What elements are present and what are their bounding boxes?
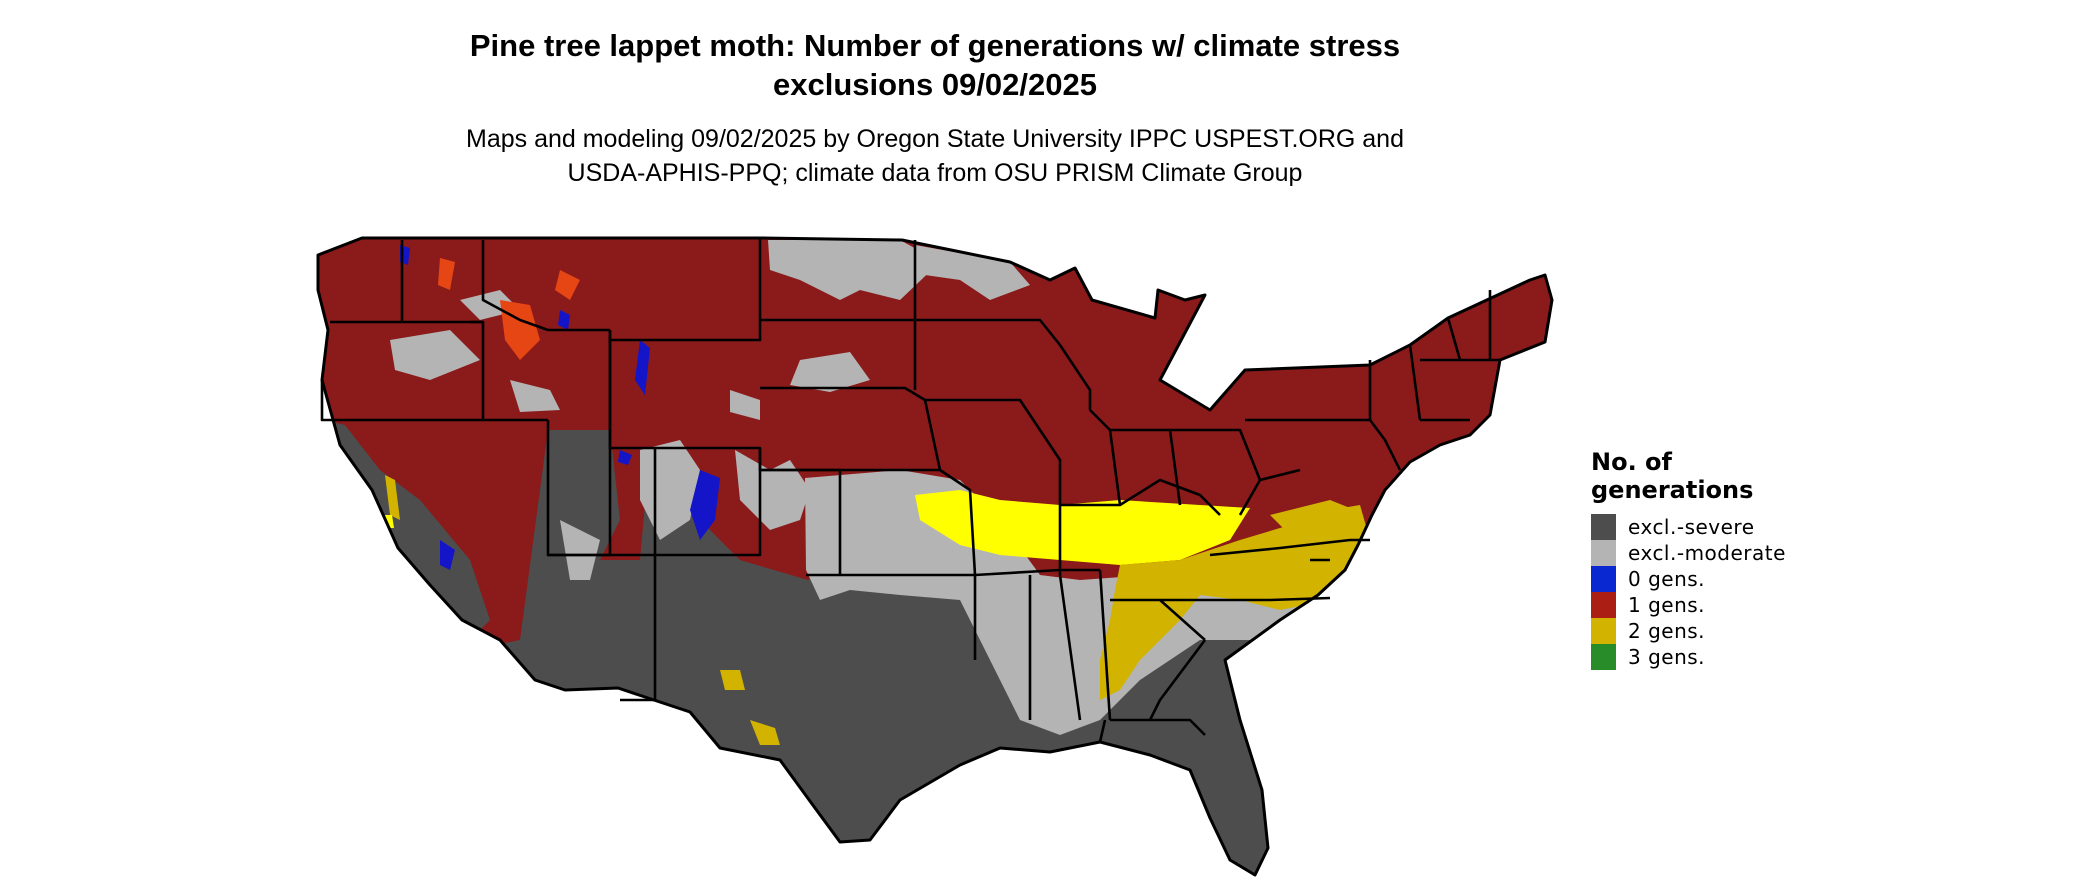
legend-item-0-gens: 0 gens.: [1591, 566, 1911, 592]
two-gen-gold-california: [385, 475, 490, 650]
severe-exclusion-california: [322, 420, 490, 640]
legend-swatch-1-gens: [1591, 592, 1616, 618]
map-title: Pine tree lappet moth: Number of generat…: [0, 26, 1870, 104]
us-generations-map: [300, 220, 1570, 892]
legend-swatch-excl-moderate: [1591, 540, 1616, 566]
legend-item-excl-severe: excl.-severe: [1591, 514, 1911, 540]
two-gen-gold-southeast: [1100, 505, 1370, 700]
legend-label-0-gens: 0 gens.: [1628, 567, 1706, 591]
zero-generation-areas: [400, 245, 720, 570]
legend-label-excl-severe: excl.-severe: [1628, 515, 1755, 539]
legend-label-1-gens: 1 gens.: [1628, 593, 1706, 617]
legend-label-3-gens: 3 gens.: [1628, 645, 1706, 669]
map-legend: No. of generations excl.-severe excl.-mo…: [1591, 448, 1911, 670]
map-subtitle-line-1: Maps and modeling 09/02/2025 by Oregon S…: [466, 125, 1404, 153]
two-generation-areas: [380, 475, 1370, 745]
map-svg: [316, 236, 1554, 877]
conus-outline: [316, 236, 1554, 877]
two-gen-gold-texas: [720, 670, 780, 745]
legend-item-excl-moderate: excl.-moderate: [1591, 540, 1911, 566]
legend-label-excl-moderate: excl.-moderate: [1628, 541, 1786, 565]
legend-swatch-3-gens: [1591, 644, 1616, 670]
legend-swatch-0-gens: [1591, 566, 1616, 592]
two-gen-bright-band: [915, 490, 1250, 565]
map-subtitle: Maps and modeling 09/02/2025 by Oregon S…: [0, 122, 1870, 190]
legend-label-2-gens: 2 gens.: [1628, 619, 1706, 643]
map-subtitle-line-2: USDA-APHIS-PPQ; climate data from OSU PR…: [567, 159, 1303, 187]
legend-item-2-gens: 2 gens.: [1591, 618, 1911, 644]
legend-item-3-gens: 3 gens.: [1591, 644, 1911, 670]
map-title-line-1: Pine tree lappet moth: Number of generat…: [469, 28, 1401, 63]
legend-title-line-2: generations: [1591, 476, 1754, 504]
legend-swatch-excl-severe: [1591, 514, 1616, 540]
legend-title-line-1: No. of: [1591, 448, 1672, 476]
legend-swatch-2-gens: [1591, 618, 1616, 644]
state-borders: [320, 238, 1500, 743]
two-gen-gold-virginia: [1270, 500, 1355, 535]
legend-title: No. of generations: [1591, 448, 1911, 504]
map-title-line-2: exclusions 09/02/2025: [772, 67, 1097, 102]
legend-item-1-gens: 1 gens.: [1591, 592, 1911, 618]
